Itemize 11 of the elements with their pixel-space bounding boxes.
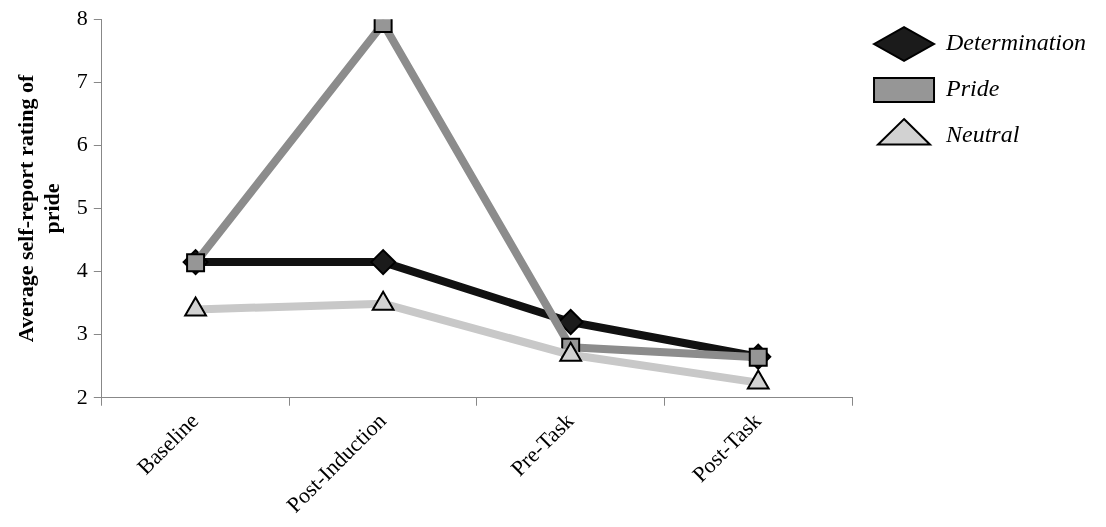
legend-label: Pride bbox=[945, 75, 1000, 102]
legend-label: Determination bbox=[945, 29, 1086, 56]
y-tick-label: 6 bbox=[76, 131, 88, 157]
y-tick-label: 3 bbox=[76, 320, 88, 346]
legend-label: Neutral bbox=[945, 121, 1020, 148]
y-axis-title: Average self-report rating of pride bbox=[12, 74, 65, 343]
y-tick-label: 2 bbox=[76, 383, 88, 409]
y-tick-label: 5 bbox=[76, 194, 88, 220]
y-tick-label: 7 bbox=[76, 68, 88, 94]
y-tick-label: 4 bbox=[76, 257, 88, 283]
y-tick-label: 8 bbox=[76, 4, 88, 30]
